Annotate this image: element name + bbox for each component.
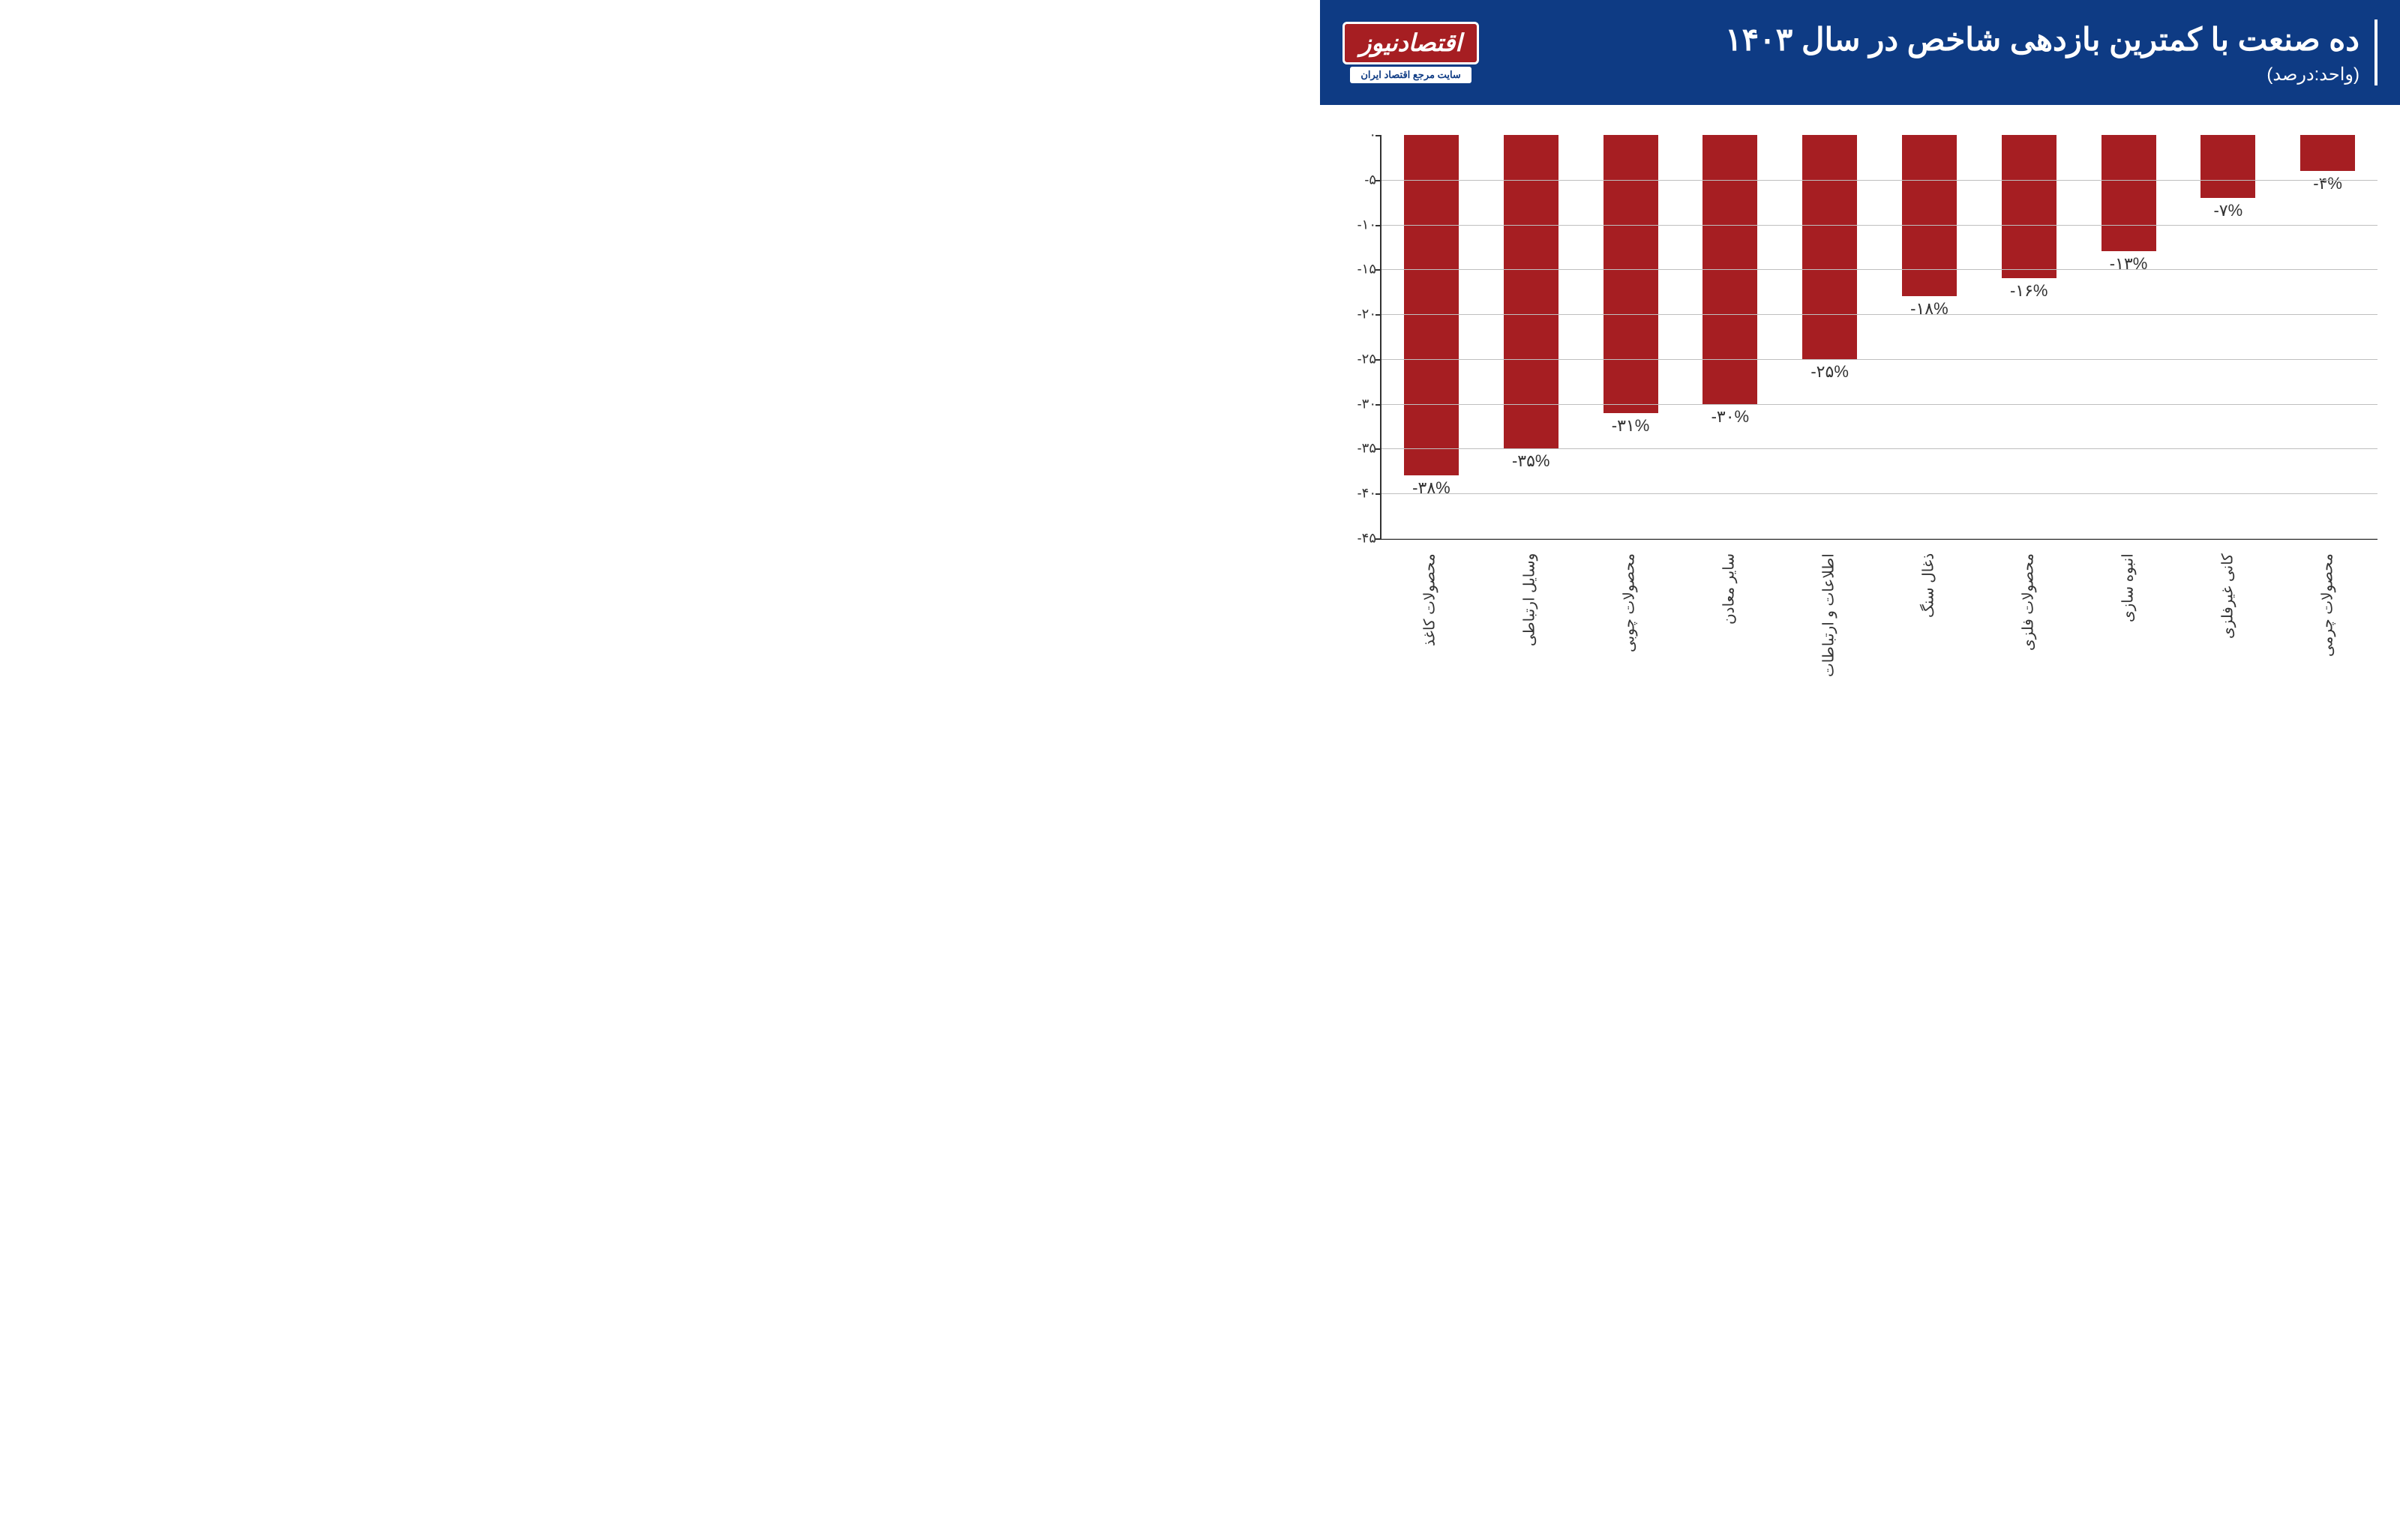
x-category-label: ذغال سنگ [1879,553,1978,681]
x-category-label: اطلاعات و ارتباطات [1779,553,1879,681]
bar-value-label: -۳۰% [1712,407,1750,427]
y-tick-label: ۰ [1340,127,1376,143]
y-tick-mark [1376,448,1382,450]
y-tick-label: -۲۰ [1340,307,1376,322]
logo: اقتصادنیوز سایت مرجع اقتصاد ایران [1342,22,1479,83]
bars-group: -۳۸% -۳۵% -۳۱% -۳۰% -۲۵% -۱۸% -۱۶% -۱۳% -۷% -۴% [1382,135,2378,538]
logo-tagline: سایت مرجع اقتصاد ایران [1350,67,1472,83]
chart-plot-area: -۳۸%-۳۵%-۳۱%-۳۰%-۲۵%-۱۸%-۱۶%-۱۳%-۷%-۴% ۰… [1380,135,2378,540]
gridline [1382,225,2378,226]
y-tick-mark [1376,180,1382,181]
bar [1604,135,1658,413]
y-tick-mark [1376,269,1382,271]
y-tick-mark [1376,314,1382,316]
x-axis-labels: محصولات کاغذوسایل ارتباطیمحصولات چوبیسای… [1380,553,2378,681]
gridline [1382,359,2378,360]
x-category-label: وسایل ارتباطی [1480,553,1580,681]
gridline [1382,448,2378,449]
y-tick-label: -۳۵ [1340,441,1376,457]
x-category-label: محصولات چرمی [2278,553,2378,681]
gridline [1382,180,2378,181]
chart-container: -۳۸% -۳۵% -۳۱% -۳۰% -۲۵% -۱۸% -۱۶% -۱۳% -۷% -۴% ۰… [1320,105,2400,693]
y-tick-label: -۴۰ [1340,486,1376,502]
bar-slot: -۱۳% [2079,135,2179,538]
bar-slot: -۳۵% [1481,135,1581,538]
bar-value-label: -۴% [2313,174,2342,193]
header-bar: ده صنعت با کمترین بازدهی شاخص در سال ۱۴۰… [1320,0,2400,105]
y-tick-mark [1376,135,1382,136]
y-tick-mark [1376,493,1382,495]
y-tick-label: -۳۰ [1340,396,1376,412]
x-category-label: کانی غیرفلزی [2178,553,2278,681]
y-tick-mark [1376,404,1382,406]
bar [1802,135,1857,359]
bar-slot: -۱۸% [1880,135,1979,538]
bar-value-label: -۱۸% [1910,299,1948,319]
y-tick-mark [1376,538,1382,540]
x-category-label: انبوه سازی [2078,553,2178,681]
gridline [1382,269,2378,270]
x-category-label: محصولات کاغذ [1380,553,1480,681]
bar-value-label: -۳۱% [1612,416,1650,436]
x-category-label: محصولات چوبی [1580,553,1679,681]
bar [1902,135,1957,296]
bar-value-label: -۱۶% [2010,281,2048,301]
bar-slot: -۳۸% [1382,135,1481,538]
bar [2300,135,2355,171]
y-tick-label: -۱۰ [1340,217,1376,232]
title-block: ده صنعت با کمترین بازدهی شاخص در سال ۱۴۰… [1725,19,2378,85]
chart-title: ده صنعت با کمترین بازدهی شاخص در سال ۱۴۰… [1725,19,2360,61]
gridline [1382,538,2378,539]
y-tick-mark [1376,359,1382,361]
bar [2002,135,2056,278]
y-tick-label: -۲۵ [1340,351,1376,367]
bar-slot: -۳۱% [1581,135,1681,538]
bar [2200,135,2255,198]
x-category-label: محصولات فلزی [1978,553,2078,681]
chart-subtitle: (واحد:درصد) [1725,64,2360,85]
x-category-label: سایر معادن [1679,553,1779,681]
bar-slot: -۷% [2178,135,2278,538]
y-tick-mark [1376,225,1382,226]
bar-value-label: -۲۵% [1810,362,1849,382]
bar-slot: -۴% [2278,135,2378,538]
bar-value-label: -۱۳% [2110,254,2148,274]
bar [1504,135,1558,448]
gridline [1382,404,2378,405]
logo-text: اقتصادنیوز [1342,22,1479,64]
y-tick-label: -۵ [1340,172,1376,187]
bar-slot: -۳۰% [1680,135,1780,538]
bar [1404,135,1459,475]
gridline [1382,493,2378,494]
bar-value-label: -۳۵% [1512,451,1550,471]
bar-slot: -۱۶% [1979,135,2079,538]
y-tick-label: -۴۵ [1340,531,1376,547]
y-tick-label: -۱۵ [1340,262,1376,277]
bar-value-label: -۳۸% [1412,478,1450,498]
bar-slot: -۲۵% [1780,135,1880,538]
bar-value-label: -۷% [2213,201,2242,220]
gridline [1382,314,2378,315]
bar [2102,135,2156,251]
